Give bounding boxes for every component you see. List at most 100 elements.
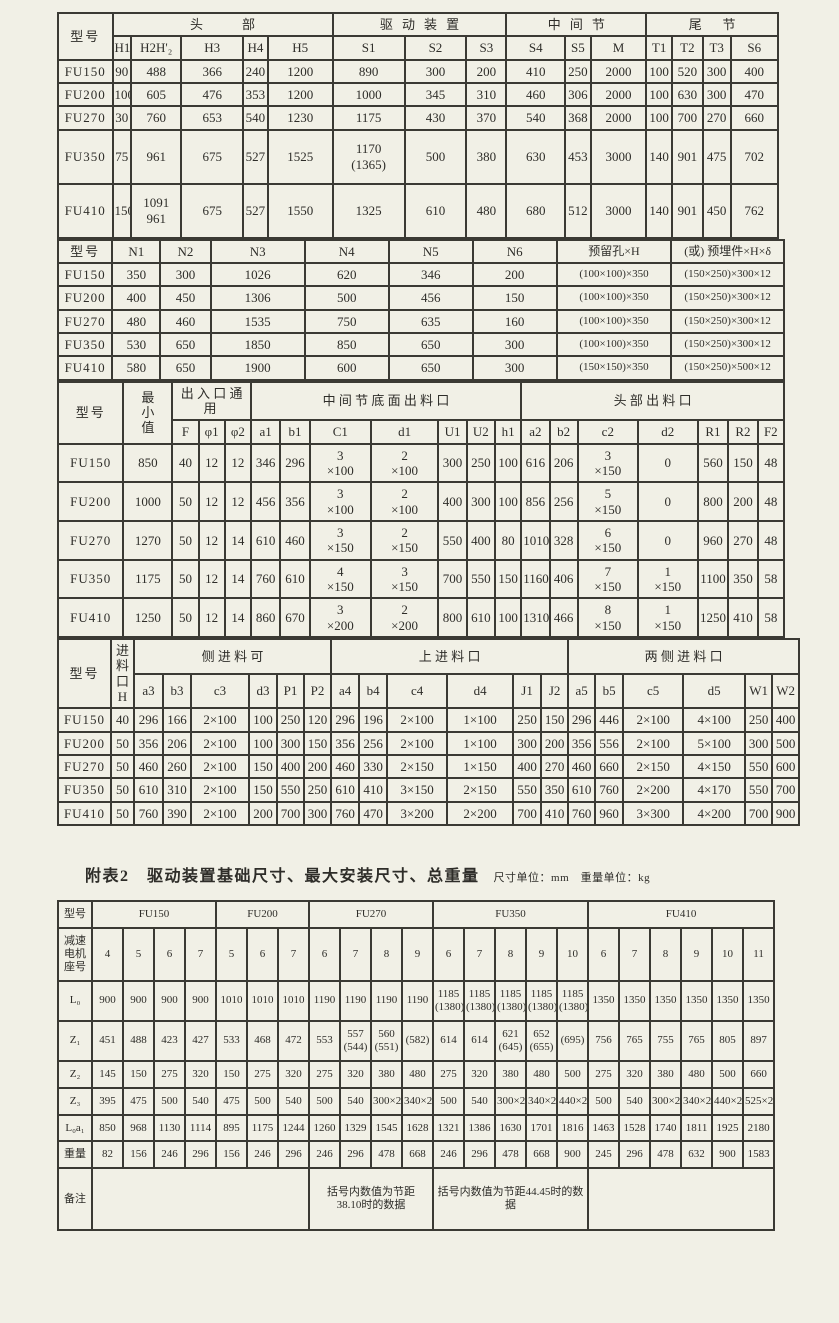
data-cell: 390 bbox=[162, 800, 192, 826]
data-cell: 400 bbox=[437, 481, 468, 522]
data-cell: 895 bbox=[215, 1113, 248, 1143]
header-row: 型号 头部 驱动装置 中间节 尾节 bbox=[57, 11, 779, 61]
row-label: L₀ bbox=[57, 979, 93, 1022]
header-cell: h1 bbox=[494, 419, 523, 445]
data-cell: 610 bbox=[279, 558, 311, 600]
data-cell: 1816 bbox=[556, 1113, 590, 1143]
data-cell: 3 ×100 bbox=[308, 481, 372, 522]
header-cell: b1 bbox=[279, 419, 311, 445]
header-cell: d4 bbox=[446, 672, 515, 710]
data-cell: 48 bbox=[756, 442, 786, 484]
data-cell: 256 bbox=[358, 730, 389, 756]
data-cell: 525×2 bbox=[742, 1086, 776, 1116]
data-cell: 650 bbox=[387, 355, 474, 381]
data-cell: 500 bbox=[308, 1086, 342, 1116]
data-cell: 475 bbox=[122, 1086, 155, 1116]
data-cell: 5×100 bbox=[682, 730, 747, 756]
data-cell: 0 bbox=[636, 481, 699, 522]
data-cell: 270 bbox=[701, 105, 732, 131]
header-cell: 7 bbox=[463, 926, 497, 982]
data-cell: 3000 bbox=[589, 128, 648, 185]
data-cell: 340×2 bbox=[401, 1086, 435, 1116]
data-cell: 246 bbox=[246, 1140, 279, 1170]
header-cell: N5 bbox=[387, 238, 474, 264]
table-row: FU410 580 650 1900 600 650 300 (150×150)×350 (15… bbox=[56, 355, 785, 381]
data-cell: 100 bbox=[494, 481, 523, 522]
data-cell: 1130 bbox=[153, 1113, 186, 1143]
data-cell: 100 bbox=[248, 707, 278, 733]
data-cell: 300×2 bbox=[649, 1086, 683, 1116]
group-header-fu270: FU270 bbox=[308, 899, 435, 929]
data-cell: 557 (544) bbox=[339, 1019, 373, 1062]
data-cell: 900 bbox=[771, 800, 801, 826]
data-cell: 1175 bbox=[331, 105, 406, 131]
data-cell: 1230 bbox=[266, 105, 334, 131]
data-cell: 58 bbox=[756, 597, 786, 638]
data-cell: 50 bbox=[110, 777, 135, 803]
data-cell: 512 bbox=[564, 182, 592, 239]
data-cell: 675 bbox=[180, 182, 245, 239]
header-cell: 7 bbox=[339, 926, 373, 982]
table-row: L₀ 900 900 900 900 1010 1010 1010 1190 1190 1190 11… bbox=[57, 979, 776, 1022]
data-cell: 380 bbox=[370, 1059, 404, 1089]
header-cell: d1 bbox=[369, 419, 440, 445]
table-row: FU20010060547635312001000345310460306200… bbox=[57, 81, 780, 108]
data-cell: 660 bbox=[729, 105, 780, 131]
data-cell: 1528 bbox=[618, 1113, 652, 1143]
data-cell: 150 bbox=[494, 558, 523, 600]
data-cell: 632 bbox=[680, 1140, 714, 1170]
data-cell: 478 bbox=[370, 1140, 404, 1170]
data-cell: 621 (645) bbox=[494, 1019, 528, 1062]
col-header-min-value: 最 小 值 bbox=[122, 380, 174, 445]
row-model-label: FU200 bbox=[57, 81, 114, 108]
header-cell: b5 bbox=[594, 672, 625, 710]
row-model-label: FU350 bbox=[57, 777, 112, 803]
data-cell: 630 bbox=[505, 128, 567, 185]
header-cell: 6 bbox=[432, 926, 466, 982]
header-cell: T2 bbox=[670, 35, 704, 61]
data-cell: 660 bbox=[594, 753, 625, 780]
data-cell: 345 bbox=[403, 81, 468, 108]
header-cell: 8 bbox=[649, 926, 683, 982]
header-cell: H4 bbox=[242, 35, 269, 61]
data-cell: 850 bbox=[91, 1113, 124, 1143]
data-cell: 805 bbox=[711, 1019, 745, 1062]
col-header-model: 型号 bbox=[56, 380, 125, 445]
data-cell: 12 bbox=[197, 481, 226, 522]
data-cell: 500 bbox=[432, 1086, 466, 1116]
data-cell: 275 bbox=[308, 1059, 342, 1089]
data-cell: 760 bbox=[249, 558, 282, 600]
data-cell: 901 bbox=[670, 128, 704, 185]
data-cell: (150×250)×500×12 bbox=[670, 355, 785, 381]
dimensions-table-sections: 型号 头部 驱动装置 中间节 尾节 H1 H2H'₂ H3 H4 H5 S1 S2 S3 S4 S5 M T1 T… bbox=[57, 11, 780, 239]
header-cell: 7 bbox=[276, 926, 311, 982]
data-cell: 380 bbox=[649, 1059, 683, 1089]
row-model-label: FU150 bbox=[56, 261, 114, 288]
data-cell: 550 bbox=[465, 558, 497, 600]
data-cell: 550 bbox=[744, 753, 774, 780]
data-cell: 5 ×150 bbox=[576, 481, 639, 522]
table-row: FU270 480 460 1535 750 635 160 (100×100)×350 (15… bbox=[56, 308, 785, 334]
data-cell: 156 bbox=[122, 1140, 155, 1170]
data-cell: 1185 (1380) bbox=[463, 979, 497, 1022]
header-cell: S1 bbox=[331, 35, 406, 61]
data-cell: 50 bbox=[171, 481, 200, 522]
data-cell: 296 bbox=[184, 1140, 217, 1170]
data-cell: 1190 bbox=[339, 979, 373, 1022]
data-cell: 75 bbox=[111, 128, 132, 185]
data-cell: 250 bbox=[744, 707, 774, 733]
data-cell: 366 bbox=[180, 58, 245, 84]
data-cell: 3×150 bbox=[386, 777, 449, 803]
data-cell: 2×100 bbox=[386, 707, 449, 733]
data-cell: 460 bbox=[159, 308, 212, 334]
data-cell: 1270 bbox=[122, 519, 174, 561]
data-cell: 540 bbox=[505, 105, 567, 131]
data-cell: 610 bbox=[403, 182, 468, 239]
data-cell: 856 bbox=[520, 481, 551, 522]
data-cell: 400 bbox=[729, 58, 780, 84]
data-cell: 0 bbox=[636, 442, 699, 484]
data-cell: 3×200 bbox=[386, 800, 449, 826]
data-cell: 680 bbox=[505, 182, 567, 239]
data-cell: 500 bbox=[711, 1059, 745, 1089]
header-cell: d3 bbox=[248, 672, 278, 710]
